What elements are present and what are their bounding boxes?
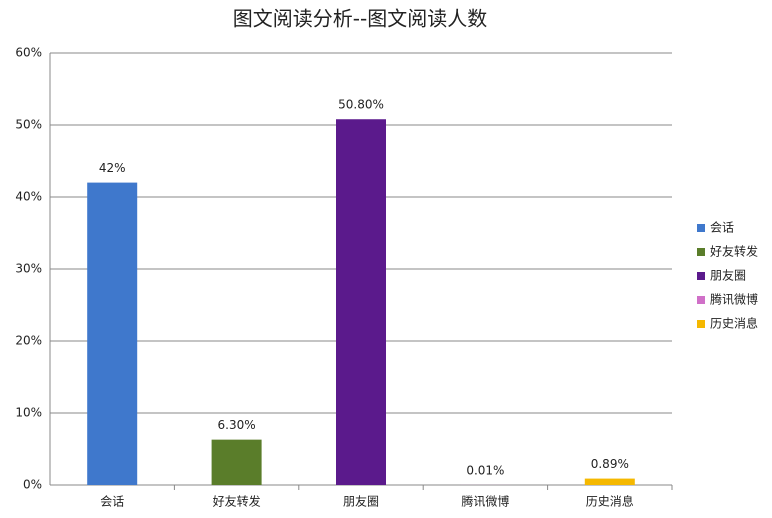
bar <box>87 182 138 485</box>
legend-swatch <box>697 320 705 328</box>
x-tick-label: 好友转发 <box>213 494 261 509</box>
data-label: 50.80% <box>338 98 384 112</box>
chart-title: 图文阅读分析--图文阅读人数 <box>233 7 487 31</box>
legend-label: 会话 <box>710 221 734 235</box>
y-tick-label: 60% <box>15 46 42 60</box>
y-tick-label: 10% <box>15 406 42 420</box>
y-tick-label: 40% <box>15 190 42 204</box>
x-tick-label: 朋友圈 <box>343 495 379 509</box>
data-label: 0.89% <box>591 457 629 471</box>
data-label: 42% <box>99 161 126 175</box>
legend-label: 腾讯微博 <box>710 292 758 307</box>
x-tick-label: 腾讯微博 <box>461 494 509 509</box>
x-tick-label: 历史消息 <box>586 494 634 509</box>
legend-label: 朋友圈 <box>710 269 746 283</box>
y-tick-label: 30% <box>15 262 42 276</box>
data-label: 0.01% <box>466 463 504 477</box>
legend-swatch <box>697 272 705 280</box>
legend-swatch <box>697 224 705 232</box>
y-tick-label: 50% <box>15 118 42 132</box>
data-label: 6.30% <box>218 418 256 432</box>
bar <box>336 119 386 486</box>
bar <box>584 478 635 485</box>
bar <box>211 439 262 485</box>
legend-label: 历史消息 <box>710 316 758 331</box>
y-tick-label: 0% <box>23 478 42 492</box>
legend-swatch <box>697 296 705 304</box>
x-tick-label: 会话 <box>100 495 124 509</box>
y-tick-label: 20% <box>15 334 42 348</box>
legend-label: 好友转发 <box>710 244 758 259</box>
legend-swatch <box>697 248 705 256</box>
